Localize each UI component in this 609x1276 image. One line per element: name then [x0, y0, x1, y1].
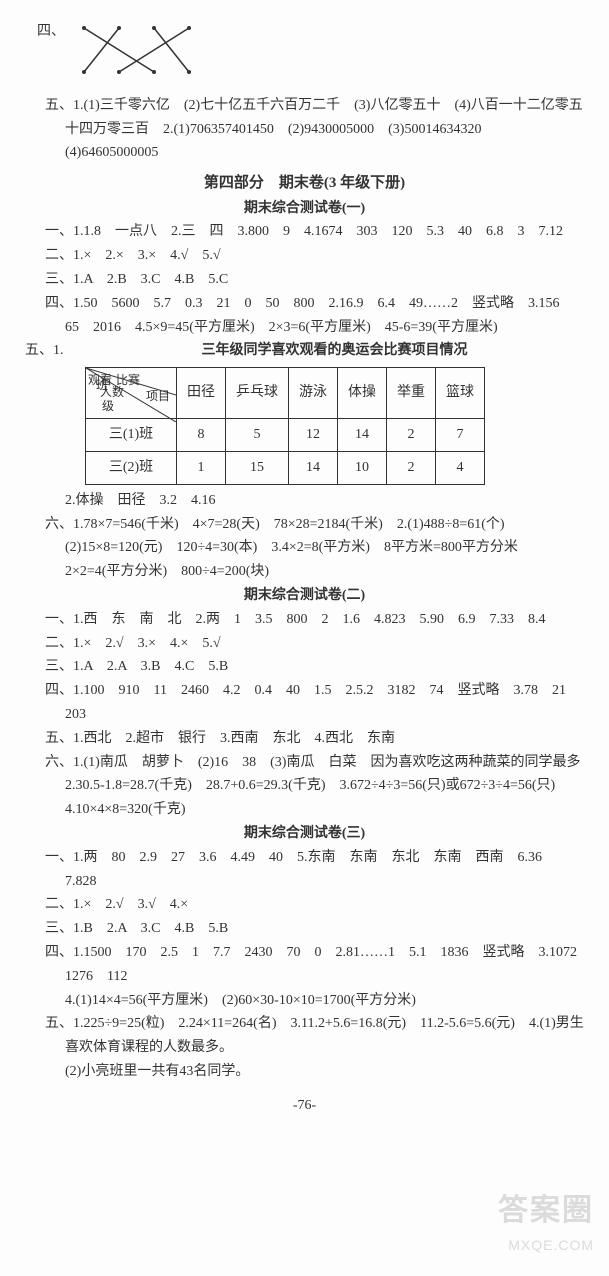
t2-l5: 五、1.西北 2.超市 银行 3.西南 东北 4.西北 东南	[25, 727, 584, 751]
r2c3: 10	[338, 452, 387, 485]
t3-l4: 四、1.1500 170 2.5 1 7.7 2430 70 0 2.81……1…	[25, 941, 584, 989]
q5-content: 1.(1)三千零六亿 (2)七十亿五千六百万二千 (3)八亿零五十 (4)八百一…	[65, 98, 583, 161]
table-caption: 三年级同学喜欢观看的奥运会比赛项目情况	[85, 339, 584, 363]
watermark-url: MXQE.COM	[508, 1234, 594, 1258]
col-0: 田径	[177, 368, 226, 419]
part4-title: 第四部分 期末卷(3 年级下册)	[25, 171, 584, 197]
test1-title: 期末综合测试卷(一)	[25, 197, 584, 221]
table-row: 三(1)班 8 5 12 14 2 7	[86, 419, 485, 452]
t2-l1: 一、1.西 东 南 北 2.两 1 3.5 800 2 1.6 4.823 5.…	[25, 608, 584, 632]
table-header-row: 比赛 人数 项目 观看 班 级 田径 乒乓球 游泳 体操 举重 篮球	[86, 368, 485, 419]
sports-table: 比赛 人数 项目 观看 班 级 田径 乒乓球 游泳 体操 举重 篮球 三(1)班…	[85, 367, 485, 485]
col-3: 体操	[338, 368, 387, 419]
t1-l3: 三、1.A 2.B 3.C 4.B 5.C	[25, 268, 584, 292]
r1c0: 8	[177, 419, 226, 452]
head-class: 班 级	[90, 375, 114, 416]
t3-l2: 二、1.× 2.√ 3.√ 4.×	[25, 893, 584, 917]
head-br: 项目	[146, 386, 170, 416]
watermark-text: 答案圈	[498, 1185, 594, 1236]
matching-diagram	[69, 20, 199, 89]
t2-l4: 四、1.100 910 11 2460 4.2 0.4 40 1.5 2.5.2…	[25, 679, 584, 727]
section-four: 四、	[25, 20, 584, 94]
col-5: 篮球	[436, 368, 485, 419]
table-row: 三(2)班 1 15 14 10 2 4	[86, 452, 485, 485]
t3-l1: 一、1.两 80 2.9 27 3.6 4.49 40 5.东南 东南 东北 东…	[25, 846, 584, 894]
col-2: 游泳	[289, 368, 338, 419]
t2-l2: 二、1.× 2.√ 3.× 4.× 5.√	[25, 632, 584, 656]
t1-l5b: 2.体操 田径 3.2 4.16	[25, 489, 584, 513]
col-1: 乒乓球	[226, 368, 289, 419]
r2c1: 15	[226, 452, 289, 485]
t1-l4: 四、1.50 5600 5.7 0.3 21 0 50 800 2.16.9 6…	[25, 292, 584, 340]
t3-l3: 三、1.B 2.A 3.C 4.B 5.B	[25, 917, 584, 941]
r1c1: 5	[226, 419, 289, 452]
t3-l5b: (2)小亮班里一共有43名同学。	[25, 1060, 584, 1084]
t3-l5: 五、1.225÷9=25(粒) 2.24×11=264(名) 3.11.2+5.…	[25, 1012, 584, 1060]
t3-l4b: 4.(1)14×4=56(平方厘米) (2)60×30-10×10=1700(平…	[25, 989, 584, 1013]
label-five: 五、	[45, 98, 73, 113]
label-four: 四、	[25, 20, 69, 94]
diag-header-cell: 比赛 人数 项目 观看 班 级	[86, 368, 177, 419]
section-five: 五、1.(1)三千零六亿 (2)七十亿五千六百万二千 (3)八亿零五十 (4)八…	[25, 94, 584, 165]
r2c4: 2	[387, 452, 436, 485]
t1-l2: 二、1.× 2.× 3.× 4.√ 5.√	[25, 244, 584, 268]
r2c2: 14	[289, 452, 338, 485]
t2-l3: 三、1.A 2.A 3.B 4.C 5.B	[25, 655, 584, 679]
diagram-svg	[69, 20, 199, 80]
r1c3: 14	[338, 419, 387, 452]
col-4: 举重	[387, 368, 436, 419]
page-number: -76-	[25, 1094, 584, 1118]
t1-l1: 一、1.1.8 一点八 2.三 四 3.800 9 4.1674 303 120…	[25, 220, 584, 244]
r2c0: 1	[177, 452, 226, 485]
test3-title: 期末综合测试卷(三)	[25, 822, 584, 846]
t1-l5-label: 五、1.	[25, 339, 85, 363]
t2-l6: 六、1.(1)南瓜 胡萝卜 (2)16 38 (3)南瓜 白菜 因为喜欢吃这两种…	[25, 751, 584, 822]
r1c4: 2	[387, 419, 436, 452]
t1-l6: 六、1.78×7=546(千米) 4×7=28(天) 78×28=2184(千米…	[25, 513, 584, 584]
row1-label: 三(1)班	[86, 419, 177, 452]
t1-l5-row: 五、1. 三年级同学喜欢观看的奥运会比赛项目情况	[25, 339, 584, 363]
r1c5: 7	[436, 419, 485, 452]
row2-label: 三(2)班	[86, 452, 177, 485]
r2c5: 4	[436, 452, 485, 485]
test2-title: 期末综合测试卷(二)	[25, 584, 584, 608]
r1c2: 12	[289, 419, 338, 452]
